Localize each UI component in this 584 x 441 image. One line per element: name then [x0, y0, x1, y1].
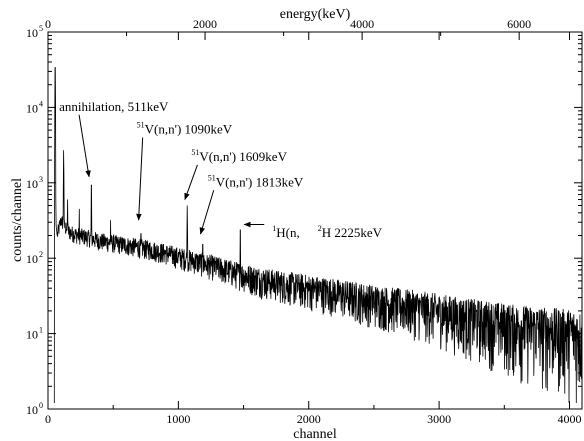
annotation-arrow [184, 164, 198, 201]
spectrum-line [53, 67, 583, 404]
annotation-text: H(n, [276, 225, 299, 240]
x2-tick-label: 2000 [193, 17, 217, 31]
x2-tick-label: 4000 [350, 17, 374, 31]
peak-annotation: 51V(n,n') 1813keV [208, 173, 304, 189]
y-tick-label: 10 [26, 252, 38, 266]
y-tick-label: 10 [26, 101, 38, 115]
x-tick-label: 2000 [297, 412, 321, 426]
x2-tick-label: 6000 [507, 17, 531, 31]
annotation-text: V(n,n') 1813keV [216, 174, 304, 189]
isotope-superscript: 51 [208, 173, 216, 182]
y-tick-label: 10 [26, 177, 38, 191]
plot-frame [47, 31, 583, 410]
x-tick-label: 3000 [427, 412, 451, 426]
y-tick-label: 10 [26, 403, 38, 417]
y-tick-exponent: 0 [39, 401, 43, 410]
annotation-arrow [199, 190, 215, 235]
annotation-text: V(n,n') 1090keV [145, 122, 233, 137]
x-tick-label: 1000 [166, 412, 190, 426]
x-tick-label: 0 [45, 412, 51, 426]
y-axis-label: counts/channel [10, 178, 25, 262]
annotation-text: V(n,n') 1609keV [199, 149, 287, 164]
top-axis-label: energy(keV) [280, 7, 351, 22]
x-axis-label: channel [293, 427, 337, 441]
peak-annotation: 51V(n,n') 1609keV [191, 148, 287, 164]
annotation-text: H 2225keV [322, 225, 383, 240]
y-tick-exponent: 2 [39, 250, 43, 259]
y-tick-exponent: 1 [39, 326, 43, 335]
x2-tick-label: 0 [45, 17, 51, 31]
y-tick-exponent: 5 [39, 24, 43, 33]
annotation-superscript: 1 [272, 224, 276, 233]
y-tick-exponent: 3 [39, 175, 43, 184]
isotope-superscript: 51 [137, 121, 145, 130]
peak-annotation: 51V(n,n') 1090keV [137, 121, 233, 137]
isotope-superscript: 51 [191, 148, 199, 157]
hydrogen-annotation: 1H(n, 2H 2225keV [272, 224, 382, 240]
x-tick-label: 4000 [557, 412, 581, 426]
y-tick-label: 10 [26, 328, 38, 342]
annotation-arrow [78, 114, 91, 178]
y-tick-label: 10 [26, 26, 38, 40]
tick-marks [47, 31, 582, 410]
annotation-arrow [136, 137, 144, 221]
y-tick-exponent: 4 [39, 99, 43, 108]
peak-annotation: annihilation, 511keV [59, 99, 169, 114]
annotation-superscript: 2 [318, 224, 322, 233]
